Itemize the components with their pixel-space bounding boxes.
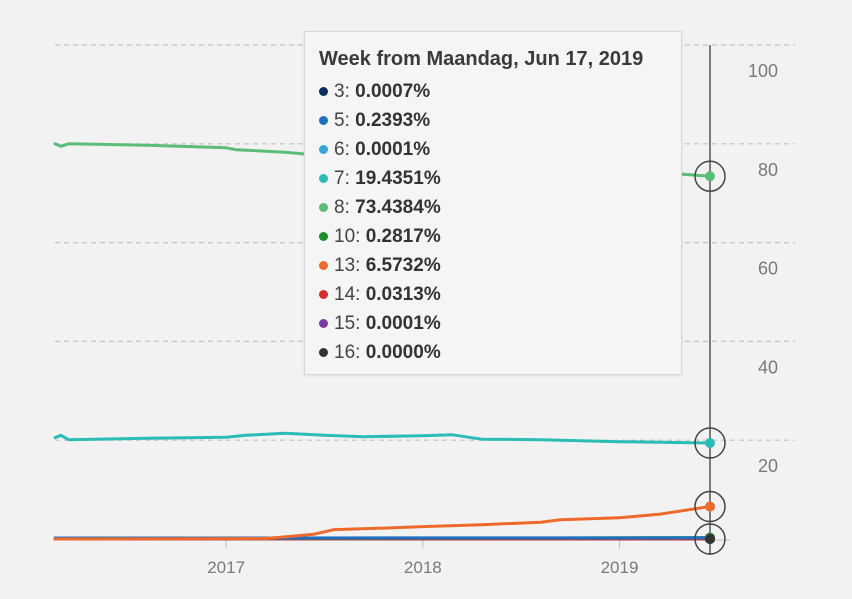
legend-dot [319,232,328,241]
tooltip-row: 16: 0.0000% [319,338,667,367]
tooltip-row: 10: 0.2817% [319,222,667,251]
y-tick-label: 20 [758,456,778,476]
hover-point-16 [705,534,715,544]
legend-dot [319,87,328,96]
legend-dot [319,319,328,328]
tooltip-row-label: 7: [334,168,350,189]
tooltip-row-label: 8: [334,197,350,218]
hover-ring-13 [694,490,726,523]
legend-dot [319,261,328,270]
tooltip-row: 7: 19.4351% [319,164,667,193]
tooltip-row-label: 6: [334,139,350,160]
tooltip-row: 6: 0.0001% [319,135,667,164]
tooltip-row-value: 0.0313% [365,284,441,305]
legend-dot [319,116,328,125]
tooltip-row: 14: 0.0313% [319,280,667,309]
x-tick-label: 2018 [404,558,442,577]
tooltip-row: 5: 0.2393% [319,106,667,135]
y-tick-label: 80 [758,160,778,180]
tooltip-row-label: 5: [334,110,350,131]
hover-ring-16 [694,523,726,555]
tooltip-row-value: 0.0001% [365,313,441,334]
series-line-7 [53,431,712,445]
tooltip-row: 15: 0.0001% [319,309,667,338]
hover-ring-7 [694,427,726,459]
tooltip-row-value: 19.4351% [355,168,441,189]
x-tick-label: 2019 [601,558,639,577]
tooltip-rows: 3: 0.0007% 5: 0.2393% 6: 0.0001% 7: 19.4351… [319,77,667,367]
tooltip-row-value: 0.0007% [355,81,431,102]
legend-dot [319,290,328,299]
tooltip-row-label: 15: [334,313,361,334]
hover-point-13 [705,501,715,512]
x-tick-label: 2017 [207,558,245,577]
tooltip-title: Week from Maandag, Jun 17, 2019 [319,48,644,70]
x-axis: 2017 2018 2019 [55,539,730,577]
tooltip-row-value: 0.0001% [355,139,431,160]
tooltip-row-value: 0.0000% [365,342,441,363]
y-axis: 20 40 60 80 100 [748,61,778,476]
tooltip-row-label: 16: [334,342,361,363]
tooltip-row: 3: 0.0007% [319,77,667,106]
tooltip-row-value: 6.5732% [365,255,441,276]
legend-dot [319,348,328,357]
tooltip-row-value: 73.4384% [355,197,441,218]
legend-dot [319,145,328,154]
tooltip: Week from Maandag, Jun 17, 2019 3: 0.000… [304,31,682,375]
tooltip-row: 8: 73.4384% [319,193,667,222]
tooltip-row: 13: 6.5732% [319,251,667,280]
legend-dot [319,203,328,212]
tooltip-row-value: 0.2817% [365,226,441,247]
series-line-13 [53,505,712,541]
hover-indicator [694,45,726,555]
tooltip-row-value: 0.2393% [355,110,431,131]
tooltip-row-label: 10: [334,226,361,247]
hover-point-7 [705,437,715,448]
y-tick-label: 40 [758,357,778,377]
legend-dot [319,174,328,183]
y-tick-label: 60 [758,259,778,279]
hover-ring-8 [694,160,726,192]
hover-point-8 [705,171,715,182]
y-tick-label: 100 [748,61,778,81]
tooltip-row-label: 13: [334,255,361,276]
tooltip-row-label: 14: [334,284,361,305]
tooltip-row-label: 3: [334,81,350,102]
